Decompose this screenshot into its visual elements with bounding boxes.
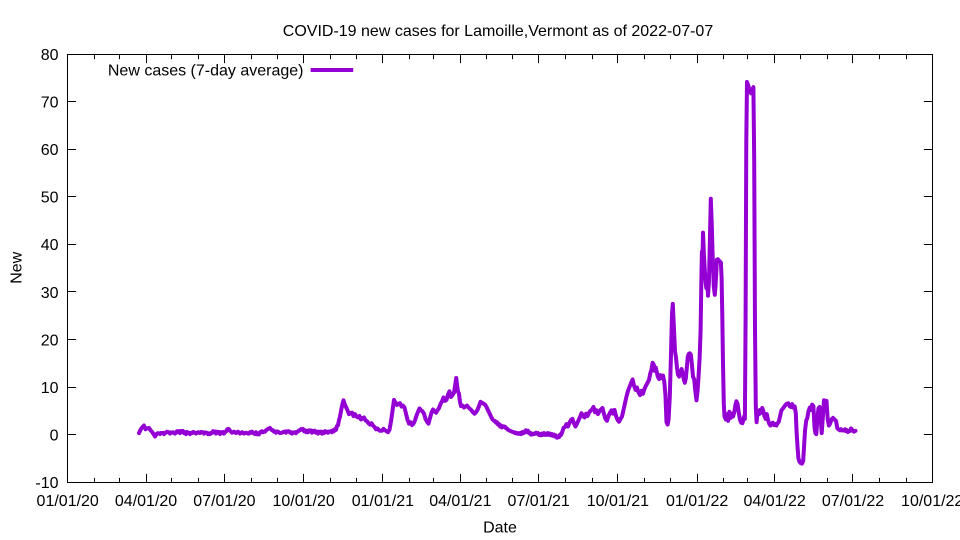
svg-text:01/01/21: 01/01/21 bbox=[352, 493, 414, 510]
svg-text:New: New bbox=[9, 251, 26, 283]
svg-text:04/01/20: 04/01/20 bbox=[115, 493, 177, 510]
svg-text:-10: -10 bbox=[35, 475, 58, 492]
svg-text:20: 20 bbox=[41, 332, 59, 349]
svg-text:80: 80 bbox=[41, 47, 59, 64]
svg-text:10/01/20: 10/01/20 bbox=[272, 493, 334, 510]
svg-text:07/01/20: 07/01/20 bbox=[193, 493, 255, 510]
svg-text:07/01/22: 07/01/22 bbox=[822, 493, 884, 510]
svg-text:10/01/21: 10/01/21 bbox=[587, 493, 649, 510]
svg-text:70: 70 bbox=[41, 95, 59, 112]
svg-text:COVID-19 new cases for Lamoill: COVID-19 new cases for Lamoille,Vermont … bbox=[283, 23, 714, 40]
svg-text:07/01/21: 07/01/21 bbox=[508, 493, 570, 510]
svg-text:01/01/20: 01/01/20 bbox=[37, 493, 99, 510]
svg-text:0: 0 bbox=[50, 427, 59, 444]
svg-text:04/01/21: 04/01/21 bbox=[429, 493, 491, 510]
svg-text:Date: Date bbox=[483, 520, 517, 537]
svg-text:New cases (7-day average): New cases (7-day average) bbox=[108, 62, 304, 79]
svg-text:01/01/22: 01/01/22 bbox=[666, 493, 728, 510]
svg-text:30: 30 bbox=[41, 285, 59, 302]
svg-text:50: 50 bbox=[41, 190, 59, 207]
svg-text:10: 10 bbox=[41, 380, 59, 397]
svg-text:10/01/22: 10/01/22 bbox=[901, 493, 960, 510]
svg-text:04/01/22: 04/01/22 bbox=[743, 493, 805, 510]
svg-text:40: 40 bbox=[41, 237, 59, 254]
svg-text:60: 60 bbox=[41, 142, 59, 159]
